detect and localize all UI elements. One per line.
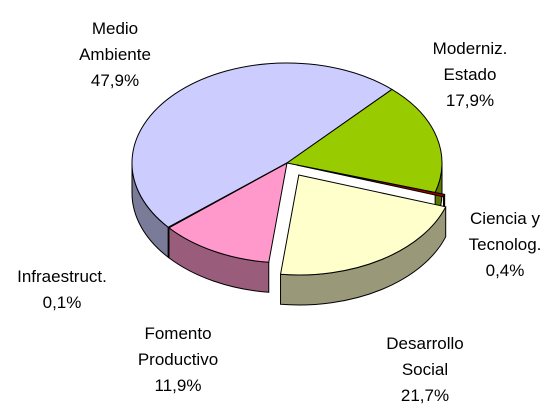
slice-label: Medio Ambiente 47,9% [79,16,151,94]
category-label: Infraestruct. [17,267,107,286]
value-label: 21,7% [400,386,450,405]
category-label: Fomento Productivo [137,324,219,369]
slice [167,162,288,263]
slice-label: Infraestruct. 0,1% [17,264,107,316]
value-label: 0,1% [42,293,82,312]
slice-label: Desarrollo Social 21,7% [386,331,463,409]
category-label: Ciencia y Tecnolog. [468,209,542,254]
value-label: 11,9% [154,376,202,395]
slice [279,174,447,276]
slice-label: Moderniz. Estado 17,9% [433,36,508,114]
category-label: Moderniz. Estado [432,39,508,84]
value-label: 47,9% [90,71,140,90]
slice-label: Ciencia y Tecnolog. 0,4% [469,206,542,284]
category-label: Medio Ambiente [79,19,151,64]
top-faces [131,62,447,276]
slice-side [167,226,170,259]
value-label: 17,9% [445,91,495,110]
category-label: Desarrollo Social [386,334,464,379]
slice [285,88,443,193]
slice-label: Fomento Productivo 11,9% [138,321,218,399]
slice [131,62,393,228]
slice [167,162,288,229]
value-label: 0,4% [485,261,525,280]
slice [296,164,446,198]
